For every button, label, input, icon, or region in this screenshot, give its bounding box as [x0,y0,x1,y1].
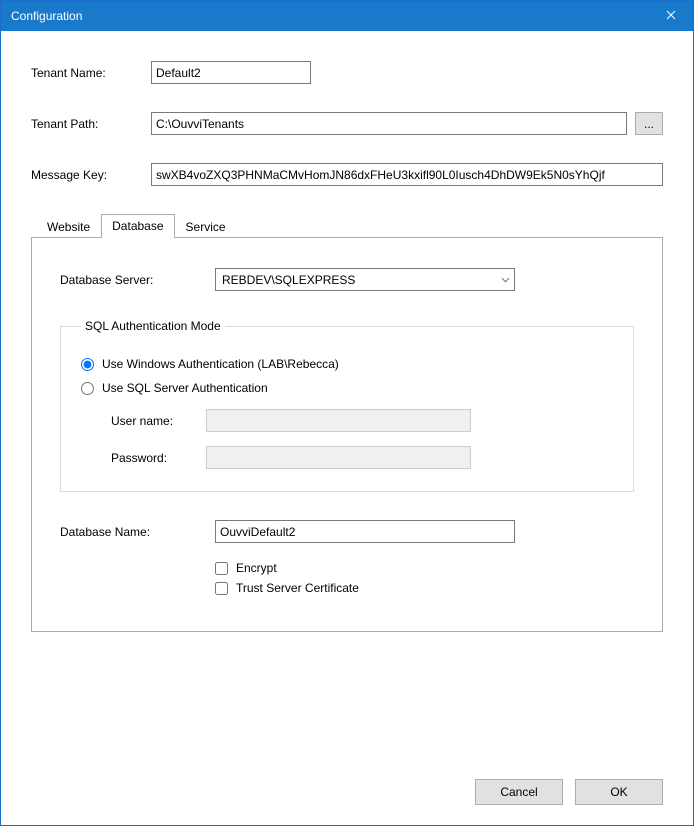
message-key-row: Message Key: [31,163,663,186]
auth-legend: SQL Authentication Mode [81,319,225,333]
username-label: User name: [111,414,206,428]
username-row: User name: [111,409,613,432]
radio-sql-auth[interactable]: Use SQL Server Authentication [81,381,613,395]
encrypt-label: Encrypt [236,561,277,575]
cancel-button-label: Cancel [500,785,537,799]
browse-button-label: ... [644,117,654,131]
tenant-name-row: Tenant Name: [31,61,663,84]
tab-strip: Website Database Service [31,214,663,238]
ok-button[interactable]: OK [575,779,663,805]
database-server-row: Database Server: REBDEV\SQLEXPRESS [60,268,634,291]
database-name-input[interactable] [215,520,515,543]
password-label: Password: [111,451,206,465]
tabs-container: Website Database Service Database Server… [31,214,663,632]
footer: Cancel OK [1,759,693,825]
close-button[interactable] [648,1,693,31]
tab-website[interactable]: Website [36,215,101,238]
database-name-row: Database Name: [60,520,634,543]
password-row: Password: [111,446,613,469]
close-icon [666,9,676,23]
database-name-label: Database Name: [60,525,215,539]
trust-cert-label: Trust Server Certificate [236,581,359,595]
username-input [206,409,471,432]
radio-windows-auth-label: Use Windows Authentication (LAB\Rebecca) [102,357,339,371]
tab-database[interactable]: Database [101,214,174,238]
tab-panel-database: Database Server: REBDEV\SQLEXPRESS SQL A… [31,237,663,632]
encrypt-checkbox-row[interactable]: Encrypt [215,561,634,575]
chevron-down-icon [501,277,510,283]
database-server-combobox[interactable]: REBDEV\SQLEXPRESS [215,268,515,291]
tenant-name-label: Tenant Name: [31,66,151,80]
ok-button-label: OK [610,785,627,799]
browse-button[interactable]: ... [635,112,663,135]
trust-cert-checkbox[interactable] [215,582,228,595]
content-area: Tenant Name: Tenant Path: ... Message Ke… [1,31,693,759]
auth-fieldset: SQL Authentication Mode Use Windows Auth… [60,319,634,492]
tab-service[interactable]: Service [175,215,237,238]
radio-windows-auth-input[interactable] [81,358,94,371]
message-key-label: Message Key: [31,168,151,182]
titlebar: Configuration [1,1,693,31]
encrypt-checkbox[interactable] [215,562,228,575]
database-server-label: Database Server: [60,273,215,287]
tab-label: Service [186,220,226,234]
tenant-path-input[interactable] [151,112,627,135]
tenant-path-row: Tenant Path: ... [31,112,663,135]
database-server-value: REBDEV\SQLEXPRESS [222,273,355,287]
tab-label: Website [47,220,90,234]
window-title: Configuration [11,9,648,23]
configuration-window: Configuration Tenant Name: Tenant Path: … [0,0,694,826]
radio-sql-auth-label: Use SQL Server Authentication [102,381,268,395]
tenant-name-input[interactable] [151,61,311,84]
cancel-button[interactable]: Cancel [475,779,563,805]
password-input [206,446,471,469]
tab-label: Database [112,219,163,233]
message-key-input[interactable] [151,163,663,186]
tenant-path-label: Tenant Path: [31,117,151,131]
radio-sql-auth-input[interactable] [81,382,94,395]
radio-windows-auth[interactable]: Use Windows Authentication (LAB\Rebecca) [81,357,613,371]
trust-cert-checkbox-row[interactable]: Trust Server Certificate [215,581,634,595]
